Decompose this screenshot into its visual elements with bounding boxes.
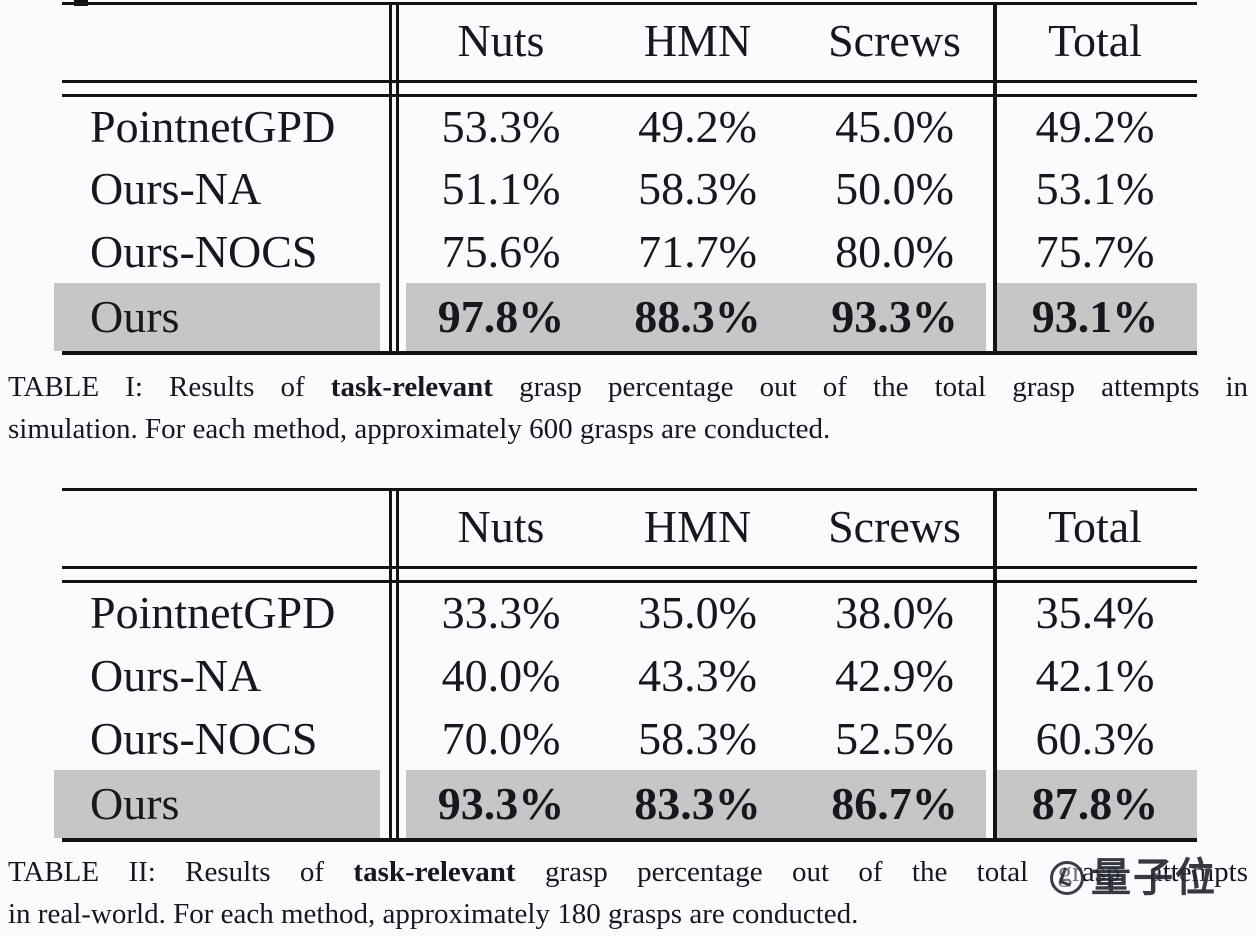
column-double-rule-right: [396, 2, 399, 355]
value-cell: 43.3%: [638, 649, 757, 701]
value-cell: 42.9%: [835, 649, 954, 701]
column-header-screws: Screws: [828, 501, 961, 552]
highlight-gap: [380, 282, 406, 351]
value-cell: 86.7%: [831, 778, 958, 829]
column-header-hmn: HMN: [643, 501, 752, 552]
row-highlight-background: [54, 282, 1197, 351]
table-row-pointnetgpd: PointnetGPD 33.3% 35.0% 38.0% 35.4%: [62, 582, 1197, 645]
table-row-ours-highlighted: Ours 93.3% 83.3% 86.7% 87.8%: [54, 770, 1197, 838]
header-double-rule-upper: [62, 80, 1197, 83]
method-name: Ours-NOCS: [90, 225, 318, 277]
value-cell: 88.3%: [634, 290, 761, 342]
column-double-rule-right: [396, 488, 399, 842]
table-top-rule: [62, 2, 1197, 5]
value-cell: 70.0%: [441, 712, 561, 764]
method-name: Ours-NA: [90, 649, 262, 701]
value-cell: 42.1%: [1035, 649, 1155, 701]
table-bottom-rule: [62, 838, 1197, 842]
column-double-rule-left: [389, 488, 392, 842]
column-header-total: Total: [1048, 501, 1142, 552]
watermark-text: 量子位: [1091, 855, 1217, 901]
value-cell: 80.0%: [835, 225, 954, 277]
value-cell: 52.5%: [835, 712, 954, 764]
value-cell: 45.0%: [835, 101, 954, 153]
row-highlight-background: [54, 770, 1197, 838]
value-cell: 35.4%: [1035, 587, 1155, 639]
caption-text: TABLE I: Results of: [8, 371, 305, 403]
column-double-rule-left: [389, 2, 392, 355]
value-cell: 87.8%: [1031, 778, 1159, 829]
table1-caption-line1: TABLE I: Results of task-relevant grasp …: [8, 366, 1248, 408]
value-cell: 58.3%: [638, 712, 757, 764]
total-column-rule: [993, 2, 997, 355]
value-cell: 40.0%: [441, 649, 561, 701]
table-rows: Nuts HMN Screws Total PointnetGPD 33.3% …: [54, 488, 1197, 838]
column-header-screws: Screws: [828, 15, 961, 66]
value-cell: 53.3%: [441, 101, 561, 153]
table-simulation-results: Nuts HMN Screws Total PointnetGPD 53.3% …: [54, 2, 1197, 355]
method-name: PointnetGPD: [90, 101, 336, 153]
qbitai-watermark: 量子位: [1050, 858, 1217, 898]
value-cell: 35.0%: [638, 587, 757, 639]
value-cell: 50.0%: [835, 163, 954, 215]
highlight-gap: [986, 282, 993, 351]
column-header-nuts: Nuts: [457, 15, 545, 66]
method-name: Ours-NA: [90, 163, 262, 215]
value-cell: 53.1%: [1035, 163, 1155, 215]
column-header-nuts: Nuts: [457, 501, 545, 552]
table-row-ours-nocs: Ours-NOCS 70.0% 58.3% 52.5% 60.3%: [62, 707, 1197, 770]
method-name: PointnetGPD: [90, 587, 336, 639]
table2-caption-line1: TABLE II: Results of task-relevant grasp…: [8, 851, 1248, 893]
table2-caption: TABLE II: Results of task-relevant grasp…: [8, 851, 1248, 935]
table-top-rule: [62, 488, 1197, 491]
value-cell: 75.6%: [441, 225, 561, 277]
value-cell: 38.0%: [835, 587, 954, 639]
highlight-gap: [986, 770, 993, 838]
table-header-row: Nuts HMN Screws Total: [62, 488, 1197, 566]
value-cell: 93.1%: [1031, 290, 1159, 342]
table1-caption-line2: simulation. For each method, approximate…: [8, 413, 831, 445]
method-name: Ours: [90, 778, 180, 829]
method-name: Ours: [90, 290, 180, 342]
value-cell: 33.3%: [441, 587, 561, 639]
header-double-rule-lower: [62, 94, 1197, 97]
total-column-rule: [993, 488, 997, 842]
value-cell: 60.3%: [1035, 712, 1155, 764]
value-cell: 58.3%: [638, 163, 757, 215]
table-rows: Nuts HMN Screws Total PointnetGPD 53.3% …: [54, 2, 1197, 351]
table-row-ours-na: Ours-NA 51.1% 58.3% 50.0% 53.1%: [62, 158, 1197, 220]
value-cell: 49.2%: [1035, 101, 1155, 153]
header-double-rule-upper: [62, 566, 1197, 569]
method-name: Ours-NOCS: [90, 712, 318, 764]
column-header-total: Total: [1048, 15, 1142, 66]
value-cell: 51.1%: [441, 163, 561, 215]
qbitai-logo-icon: [1050, 861, 1084, 895]
header-double-rule-lower: [62, 580, 1197, 583]
column-header-hmn: HMN: [643, 15, 752, 66]
table-row-ours-nocs: Ours-NOCS 75.6% 71.7% 80.0% 75.7%: [62, 221, 1197, 283]
caption-text: TABLE II: Results of: [8, 856, 325, 888]
value-cell: 71.7%: [638, 225, 757, 277]
caption-bold-text: task-relevant: [330, 371, 493, 403]
table1-caption: TABLE I: Results of task-relevant grasp …: [8, 366, 1248, 450]
value-cell: 83.3%: [634, 778, 761, 829]
value-cell: 75.7%: [1035, 225, 1155, 277]
caption-text: grasp percentage out of the total grasp …: [544, 856, 1248, 888]
value-cell: 49.2%: [638, 101, 757, 153]
highlight-gap: [380, 770, 406, 838]
value-cell: 93.3%: [831, 290, 958, 342]
table-row-pointnetgpd: PointnetGPD 53.3% 49.2% 45.0% 49.2%: [62, 96, 1197, 158]
caption-bold-text: task-relevant: [353, 856, 516, 888]
table-row-ours-na: Ours-NA 40.0% 43.3% 42.9% 42.1%: [62, 645, 1197, 708]
value-cell: 97.8%: [437, 290, 565, 342]
table-realworld-results: Nuts HMN Screws Total PointnetGPD 33.3% …: [54, 488, 1197, 842]
value-cell: 93.3%: [437, 778, 565, 829]
table-bottom-rule: [62, 351, 1197, 355]
table-row-ours-highlighted: Ours 97.8% 88.3% 93.3% 93.1%: [54, 282, 1197, 351]
table-header-row: Nuts HMN Screws Total: [62, 2, 1197, 80]
caption-text: grasp percentage out of the total grasp …: [519, 371, 1249, 403]
table2-caption-line2: in real-world. For each method, approxim…: [8, 898, 859, 930]
